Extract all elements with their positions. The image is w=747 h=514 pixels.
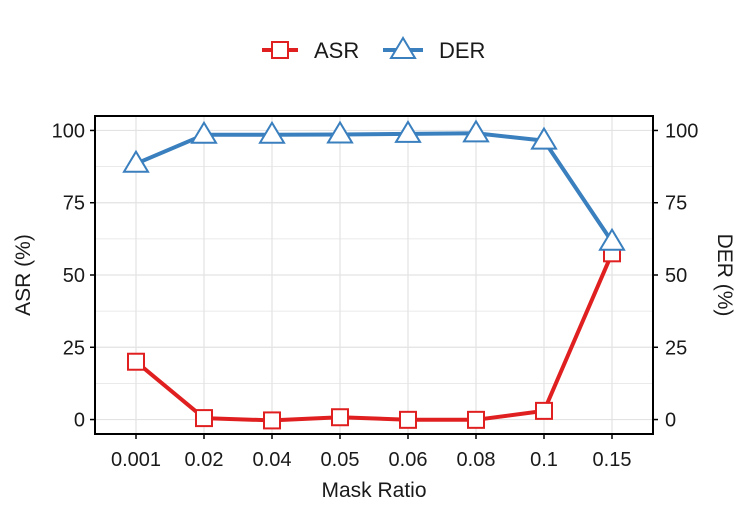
y-tick-label-right: 50 — [665, 265, 687, 287]
asr-point — [331, 408, 349, 427]
x-tick-label: 0.08 — [457, 449, 496, 471]
asr-point — [399, 410, 417, 429]
y-axis-title-left: ASR (%) — [12, 234, 35, 316]
y-axis-title-right: DER (%) — [713, 234, 736, 317]
x-tick-label: 0.15 — [593, 449, 632, 471]
der-point — [326, 120, 354, 144]
x-tick-label: 0.02 — [185, 449, 224, 471]
x-tick-label: 0.06 — [389, 449, 428, 471]
y-tick-label-right: 0 — [665, 410, 676, 432]
der-point — [394, 119, 422, 143]
der-point — [258, 120, 286, 144]
series-asr — [127, 244, 621, 430]
y-tick-label-left: 25 — [63, 337, 85, 359]
legend-der-label: DER — [439, 38, 485, 63]
y-tick-label-right: 75 — [665, 193, 687, 215]
asr-point — [195, 409, 213, 428]
asr-point — [535, 401, 553, 420]
gridlines — [95, 116, 653, 434]
x-tick-label: 0.001 — [111, 449, 161, 471]
legend-der-marker — [389, 36, 417, 59]
series-line-asr — [134, 252, 614, 423]
series-layer — [122, 119, 626, 430]
der-point — [462, 119, 490, 143]
asr-point — [467, 410, 485, 429]
y-tick-label-left: 100 — [52, 120, 85, 142]
y-tick-label-left: 75 — [63, 193, 85, 215]
x-axis-title: Mask Ratio — [321, 479, 426, 502]
asr-point — [263, 411, 281, 430]
der-point — [598, 227, 626, 251]
der-point — [122, 149, 150, 173]
series-line-der — [135, 131, 614, 243]
legend-asr-label: ASR — [314, 38, 359, 63]
x-tick-label: 0.1 — [530, 449, 558, 471]
series-der — [122, 119, 626, 251]
x-tick-label: 0.05 — [321, 449, 360, 471]
asr-point — [127, 352, 145, 371]
legend-item-asr: ASR — [262, 38, 359, 63]
x-tick-label: 0.04 — [253, 449, 292, 471]
y-tick-label-right: 100 — [665, 120, 698, 142]
y-tick-label-left: 50 — [63, 265, 85, 287]
y-tick-label-right: 25 — [665, 337, 687, 359]
tick-layer: 0 0 25 25 50 50 75 75 100 100 0.001 0.02 0.04 0.05 0.0… — [52, 120, 699, 471]
y-tick-label-left: 0 — [74, 410, 85, 432]
der-point — [530, 126, 558, 150]
der-point — [190, 120, 218, 144]
legend: ASR DER — [262, 36, 485, 63]
legend-asr-marker — [271, 41, 289, 59]
legend-item-der: DER — [383, 36, 485, 63]
